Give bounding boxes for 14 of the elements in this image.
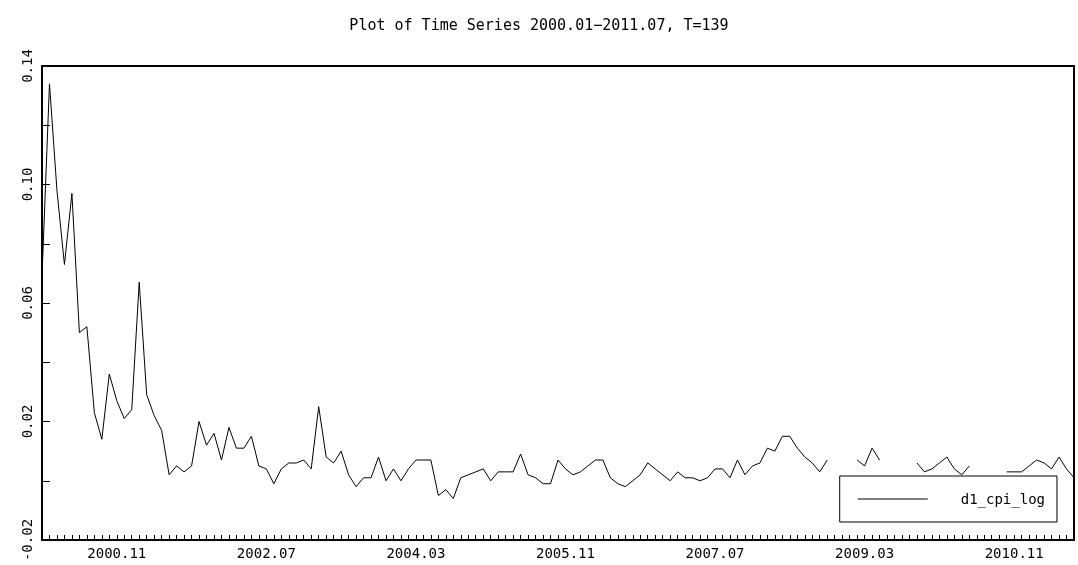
x-tick-label: 2009.03 [835, 545, 895, 561]
y-tick-label: -0.02 [19, 518, 35, 562]
x-tick-label: 2000.11 [87, 545, 147, 561]
x-tick-label: 2002.07 [236, 545, 296, 561]
legend-label: d1_cpi_log [960, 491, 1046, 508]
x-tick-label: 2007.07 [685, 545, 745, 561]
y-tick-label: 0.10 [19, 167, 35, 202]
y-tick-label: 0.06 [19, 286, 35, 320]
chart-title: Plot of Time Series 2000.01−2011.07, T=139 [349, 15, 729, 34]
y-tick-label: 0.14 [19, 49, 35, 83]
y-tick-label: 0.02 [19, 404, 35, 439]
x-tick-label: 2004.03 [386, 545, 446, 561]
x-tick-label: 2005.11 [535, 545, 595, 561]
x-tick-label: 2010.11 [984, 545, 1044, 561]
